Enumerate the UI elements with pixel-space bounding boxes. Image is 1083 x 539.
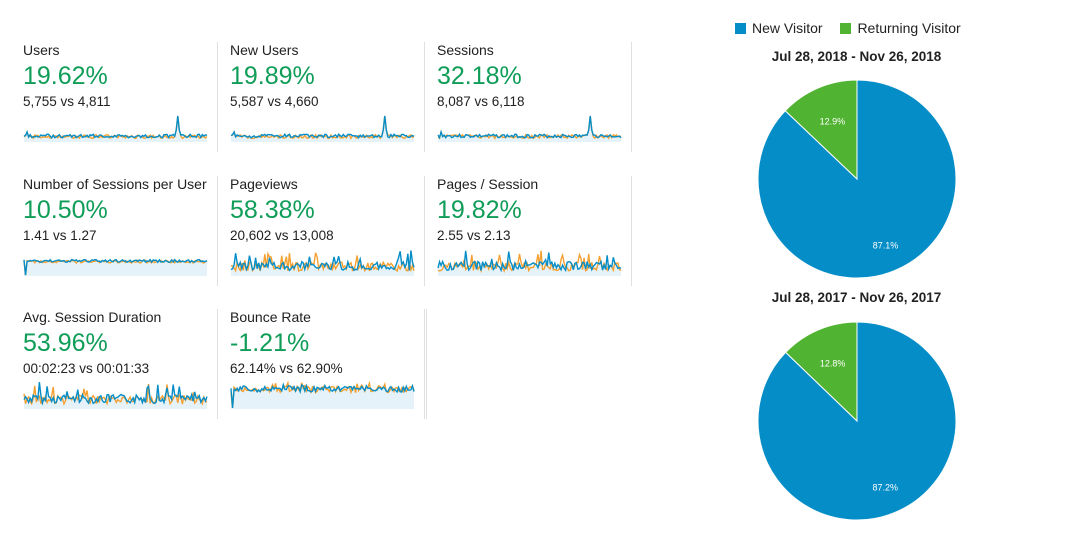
sparkline-current-period [230,250,415,273]
legend-label: New Visitor [752,20,823,36]
sparkline-current-period [437,115,622,140]
pie-label-returning-visitor: 12.8% [820,359,846,369]
sparkline [230,380,415,409]
legend-label: Returning Visitor [857,20,961,36]
metric-label: Sessions [437,42,494,58]
legend-item-returning-visitor[interactable]: Returning Visitor [840,20,961,36]
metric-tile-new-users[interactable]: New Users 19.89% 5,587 vs 4,660 [230,42,425,152]
pie-slice-returning-visitor[interactable] [784,321,858,423]
metric-change: 53.96% [23,329,108,357]
metric-label: Pages / Session [437,176,539,192]
metric-change: 19.62% [23,62,108,90]
sparkline [230,250,415,276]
sparkline [437,115,622,142]
metric-label: Avg. Session Duration [23,309,162,325]
sparkline-area [24,382,207,409]
pie-label-new-visitor: 87.1% [873,240,899,250]
metric-comparison: 1.41 vs 1.27 [23,228,97,243]
sparkline [230,115,415,142]
metric-comparison: 00:02:23 vs 00:01:33 [23,361,150,376]
metric-change: 32.18% [437,62,522,90]
metric-change: -1.21% [230,329,310,357]
metric-tile-pages-per-session[interactable]: Pages / Session 19.82% 2.55 vs 2.13 [437,176,632,286]
legend: New Visitor Returning Visitor [735,20,975,36]
sparkline-current-period [23,115,208,139]
metric-tile-bounce-rate[interactable]: Bounce Rate -1.21% 62.14% vs 62.90% [230,309,425,419]
sparkline-area [231,250,414,276]
metric-label: New Users [230,42,299,58]
metric-label: Pageviews [230,176,298,192]
new-visitor-swatch [735,23,746,34]
pie-title-previous: Jul 28, 2017 - Nov 26, 2017 [771,290,942,305]
metrics-grid: Users 19.62% 5,755 vs 4,811 New Users 19… [23,42,632,419]
sparkline [23,258,208,276]
sparkline-current-period [230,115,415,139]
metric-change: 10.50% [23,196,108,224]
metric-tile-sessions[interactable]: Sessions 32.18% 8,087 vs 6,118 [437,42,632,152]
sparkline-area [438,250,621,276]
metric-change: 58.38% [230,196,315,224]
sparkline [437,250,622,276]
metric-comparison: 8,087 vs 6,118 [437,94,525,109]
metric-change: 19.82% [437,196,522,224]
metric-label: Bounce Rate [230,309,311,325]
pie-slice-returning-visitor[interactable] [784,79,858,181]
metric-tile-users[interactable]: Users 19.62% 5,755 vs 4,811 [23,42,218,152]
metric-comparison: 5,755 vs 4,811 [23,94,111,109]
metric-tile-sessions-per-user[interactable]: Number of Sessions per User 10.50% 1.41 … [23,176,218,286]
sparkline-area [24,259,207,276]
pie-chart-previous: 87.2% 12.8% [757,321,957,521]
sparkline-current-period [23,382,208,406]
metric-comparison: 62.14% vs 62.90% [230,361,343,376]
empty-tile [232,309,427,419]
pie-label-new-visitor: 87.2% [873,483,899,493]
metric-comparison: 2.55 vs 2.13 [437,228,511,243]
metric-tile-avg-session-duration[interactable]: Avg. Session Duration 53.96% 00:02:23 vs… [23,309,218,419]
returning-visitor-swatch [840,23,852,34]
sparkline-current-period [23,258,208,276]
metric-comparison: 20,602 vs 13,008 [230,228,334,243]
visitor-type-panel: New Visitor Returning Visitor Jul 28, 20… [700,0,1083,539]
sparkline-current-period [437,250,622,273]
sparkline [23,382,208,409]
sparkline [23,115,208,142]
pie-label-returning-visitor: 12.9% [820,117,846,127]
legend-item-new-visitor[interactable]: New Visitor [735,20,823,36]
metric-label: Number of Sessions per User [23,176,207,192]
metric-tile-pageviews[interactable]: Pageviews 58.38% 20,602 vs 13,008 [230,176,425,286]
pie-chart-current: 87.1% 12.9% [757,79,957,279]
sparkline-current-period [230,382,415,409]
metric-label: Users [23,42,60,58]
metric-comparison: 5,587 vs 4,660 [230,94,319,109]
pie-title-current: Jul 28, 2018 - Nov 26, 2018 [771,49,942,64]
metric-change: 19.89% [230,62,315,90]
